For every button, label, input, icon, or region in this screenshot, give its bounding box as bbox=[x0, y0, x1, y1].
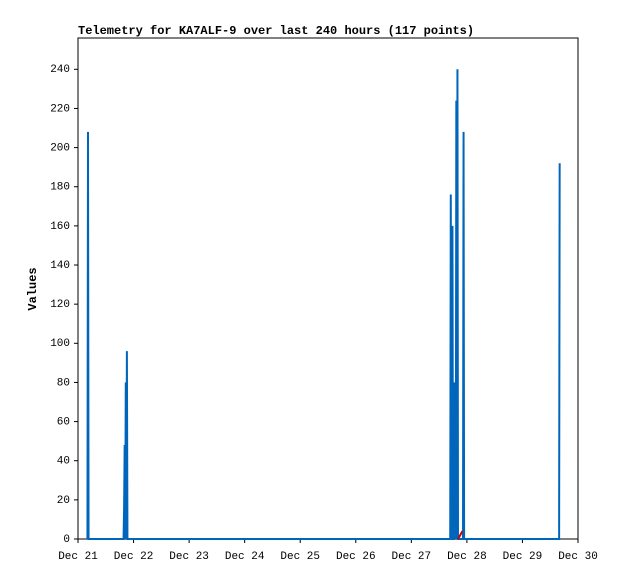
y-tick-label: 80 bbox=[57, 377, 70, 389]
chart-title: Telemetry for KA7ALF-9 over last 240 hou… bbox=[78, 24, 474, 38]
y-tick-label: 60 bbox=[57, 416, 70, 428]
y-tick-label: 240 bbox=[50, 64, 70, 76]
x-tick-label: Dec 30 bbox=[558, 551, 598, 563]
x-tick-label: Dec 24 bbox=[225, 551, 265, 563]
y-tick-label: 40 bbox=[57, 456, 70, 468]
x-tick-label: Dec 28 bbox=[447, 551, 487, 563]
y-tick-label: 100 bbox=[50, 338, 70, 350]
y-tick-label: 120 bbox=[50, 299, 70, 311]
y-tick-label: 20 bbox=[57, 495, 70, 507]
x-tick-label: Dec 21 bbox=[58, 551, 98, 563]
x-tick-label: Dec 22 bbox=[114, 551, 154, 563]
y-axis-label: Values bbox=[26, 267, 40, 310]
x-tick-label: Dec 23 bbox=[169, 551, 209, 563]
y-tick-label: 160 bbox=[50, 221, 70, 233]
x-tick-label: Dec 25 bbox=[280, 551, 320, 563]
y-tick-label: 0 bbox=[63, 534, 70, 546]
y-tick-label: 220 bbox=[50, 103, 70, 115]
x-tick-label: Dec 26 bbox=[336, 551, 376, 563]
data-line bbox=[86, 69, 561, 540]
y-tick-label: 180 bbox=[50, 182, 70, 194]
y-tick-label: 200 bbox=[50, 143, 70, 155]
x-tick-label: Dec 29 bbox=[503, 551, 543, 563]
y-tick-label: 140 bbox=[50, 260, 70, 272]
data-line bbox=[457, 530, 464, 540]
x-tick-label: Dec 27 bbox=[392, 551, 432, 563]
